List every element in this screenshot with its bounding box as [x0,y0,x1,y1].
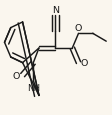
Text: N: N [51,6,58,15]
Text: O: O [12,71,20,80]
Text: NH: NH [27,83,40,92]
Text: O: O [74,24,82,33]
Text: O: O [80,59,87,68]
